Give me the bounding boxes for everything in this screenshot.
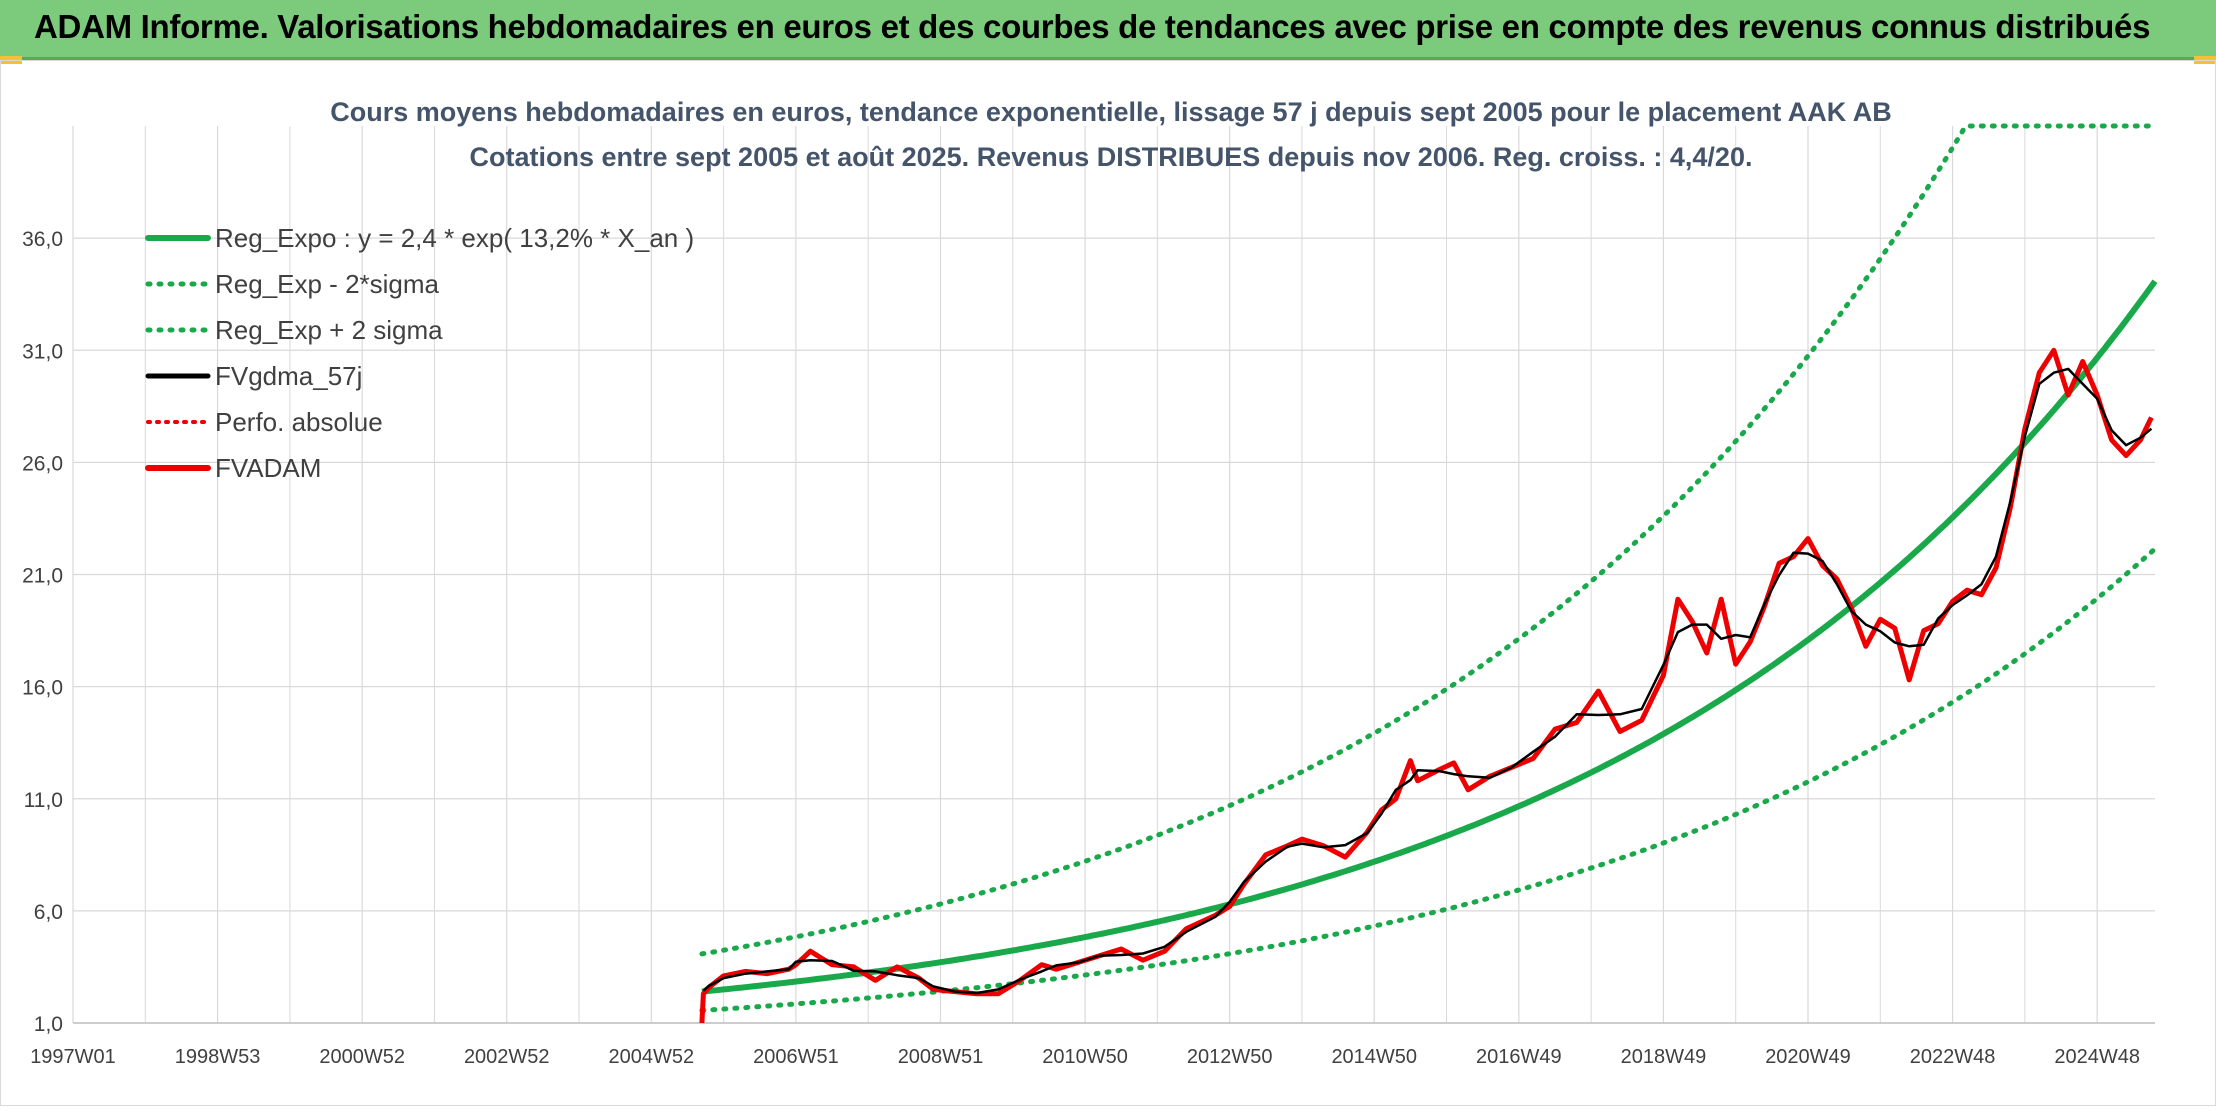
legend-label: FVADAM	[215, 453, 321, 483]
x-tick-label: 1997W01	[30, 1046, 116, 1068]
legend-label: FVgdma_57j	[215, 361, 362, 391]
header-bar: ADAM Informe. Valorisations hebdomadaire…	[0, 0, 2216, 60]
x-tick-label: 2014W50	[1331, 1046, 1417, 1068]
series-reg-exp-plus-2-sigma	[699, 123, 2158, 957]
header-title: ADAM Informe. Valorisations hebdomadaire…	[34, 8, 2151, 45]
series-fvadam	[699, 347, 2154, 1024]
chart-title: Cours moyens hebdomadaires en euros, ten…	[330, 97, 1891, 127]
x-tick-label: 2002W52	[464, 1046, 550, 1068]
x-tick-label: 2006W51	[753, 1046, 839, 1068]
y-tick-label: 31,0	[22, 340, 63, 363]
y-tick-label: 36,0	[22, 228, 63, 251]
x-tick-label: 2018W49	[1621, 1046, 1707, 1068]
legend-label: Reg_Expo : y = 2,4 * exp( 13,2% * X_an )	[215, 223, 694, 253]
x-tick-label: 2004W52	[609, 1046, 695, 1068]
y-tick-label: 1,0	[34, 1013, 63, 1036]
y-tick-label: 21,0	[22, 565, 63, 588]
legend-label: Perfo. absolue	[215, 407, 383, 437]
series-fvgdma-57j	[702, 367, 2153, 995]
x-tick-label: 2010W50	[1042, 1046, 1128, 1068]
x-tick-label: 1998W53	[175, 1046, 261, 1068]
x-tick-label: 2016W49	[1476, 1046, 1562, 1068]
x-tick-label: 2024W48	[2054, 1046, 2140, 1068]
x-tick-label: 2012W50	[1187, 1046, 1273, 1068]
y-tick-label: 11,0	[24, 789, 63, 812]
chart-subtitle: Cotations entre sept 2005 et août 2025. …	[470, 142, 1753, 172]
chart-svg: 1,0 6,0 11,0 16,0 21,0 26,0 31,0 36,0 1997W01 199…	[22, 97, 2158, 1068]
x-tick-label: 2022W48	[1910, 1046, 1996, 1068]
x-tick-label: 2008W51	[898, 1046, 984, 1068]
y-tick-label: 16,0	[22, 677, 63, 700]
series-layer	[699, 123, 2158, 1024]
legend-label: Reg_Exp + 2 sigma	[215, 315, 443, 345]
y-tick-label: 26,0	[22, 452, 63, 475]
x-tick-label: 2000W52	[319, 1046, 405, 1068]
chart-frame: 1,0 6,0 11,0 16,0 21,0 26,0 31,0 36,0 1997W01 199…	[0, 60, 2216, 1106]
x-tick-label: 2020W49	[1765, 1046, 1851, 1068]
legend-label: Reg_Exp - 2*sigma	[215, 269, 440, 299]
axes: 1,0 6,0 11,0 16,0 21,0 26,0 31,0 36,0 1997W01 199…	[22, 228, 2155, 1068]
y-tick-label: 6,0	[34, 901, 63, 924]
series-reg-expo	[701, 279, 2158, 995]
grid	[72, 126, 2155, 1024]
legend: Reg_Expo : y = 2,4 * exp( 13,2% * X_an )…	[145, 223, 694, 483]
